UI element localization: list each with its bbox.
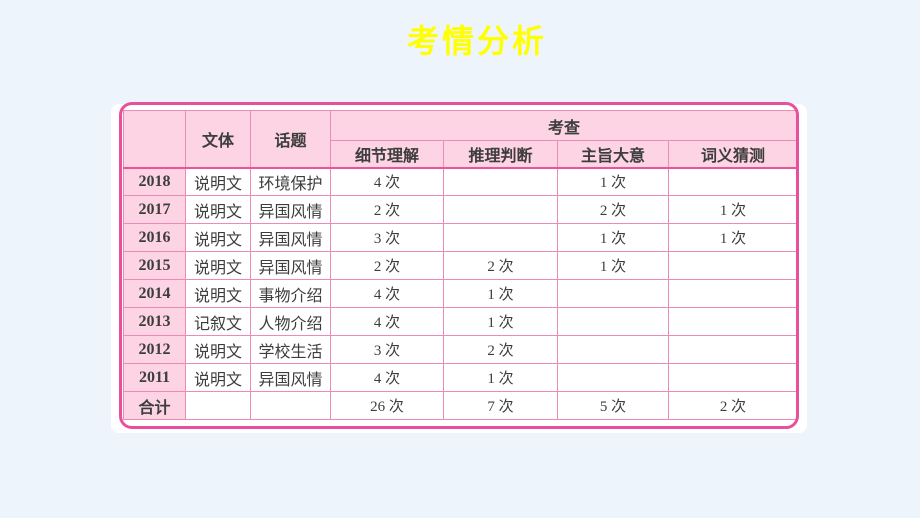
total-label-cell: 合计	[123, 391, 186, 420]
main-idea-count-cell	[557, 307, 669, 336]
inference-total-cell: 7 次	[443, 391, 558, 420]
table-row: 2018 说明文 环境保护 4 次 1 次	[123, 167, 799, 196]
vocab-count-cell	[667, 167, 799, 196]
vocab-count-cell	[667, 335, 799, 364]
header-row-sub: 细节理解 推理判断 主旨大意 词义猜测	[124, 140, 799, 168]
detail-count-cell: 2 次	[330, 251, 444, 280]
year-cell: 2017	[123, 195, 186, 224]
inference-count-cell: 2 次	[443, 251, 558, 280]
main-idea-count-cell: 1 次	[557, 223, 669, 252]
inference-count-cell	[443, 195, 558, 224]
detail-count-cell: 4 次	[330, 167, 444, 196]
vocab-count-cell	[667, 279, 799, 308]
page-title: 考情分析	[406, 23, 547, 59]
topic-cell	[250, 391, 331, 420]
topic-cell: 环境保护	[250, 167, 331, 196]
genre-cell: 说明文	[185, 279, 251, 308]
main-idea-count-cell	[557, 335, 669, 364]
topic-cell: 异国风情	[250, 195, 331, 224]
vocab-count-cell: 1 次	[667, 223, 799, 252]
year-cell: 2011	[123, 363, 186, 392]
detail-count-cell: 3 次	[330, 223, 444, 252]
header-topic: 话题	[250, 110, 331, 168]
year-cell: 2013	[123, 307, 186, 336]
genre-cell: 说明文	[185, 223, 251, 252]
inference-count-cell: 1 次	[443, 279, 558, 308]
genre-cell: 说明文	[185, 335, 251, 364]
topic-cell: 异国风情	[250, 363, 331, 392]
genre-cell: 说明文	[185, 167, 251, 196]
header-genre: 文体	[185, 110, 251, 168]
year-cell: 2012	[123, 335, 186, 364]
header-main-idea: 主旨大意	[557, 140, 669, 168]
vocab-total-cell: 2 次	[667, 391, 799, 420]
main-idea-count-cell: 1 次	[557, 251, 669, 280]
header-corner-cell	[123, 110, 186, 168]
genre-cell: 说明文	[185, 363, 251, 392]
genre-cell: 说明文	[185, 195, 251, 224]
table-row: 2015 说明文 异国风情 2 次 2 次 1 次	[123, 251, 799, 280]
table-row: 2013 记叙文 人物介绍 4 次 1 次	[123, 307, 799, 336]
detail-count-cell: 4 次	[330, 363, 444, 392]
year-cell: 2016	[123, 223, 186, 252]
detail-count-cell: 4 次	[330, 307, 444, 336]
main-idea-count-cell: 1 次	[557, 167, 669, 196]
vocab-count-cell: 1 次	[667, 195, 799, 224]
table-row: 2014 说明文 事物介绍 4 次 1 次	[123, 279, 799, 308]
year-cell: 2015	[123, 251, 186, 280]
total-row: 合计 26 次 7 次 5 次 2 次	[123, 391, 799, 420]
table-row: 2016 说明文 异国风情 3 次 1 次 1 次	[123, 223, 799, 252]
topic-cell: 学校生活	[250, 335, 331, 364]
main-idea-total-cell: 5 次	[557, 391, 669, 420]
header-vocab: 词义猜测	[667, 140, 799, 168]
main-idea-count-cell	[557, 279, 669, 308]
genre-cell: 说明文	[185, 251, 251, 280]
header-exam-group: 考查	[329, 110, 799, 141]
detail-count-cell: 4 次	[330, 279, 444, 308]
main-idea-count-cell	[557, 363, 669, 392]
inference-count-cell: 2 次	[443, 335, 558, 364]
vocab-count-cell	[667, 307, 799, 336]
table-row: 2011 说明文 异国风情 4 次 1 次	[123, 363, 799, 392]
inference-count-cell: 1 次	[443, 307, 558, 336]
topic-cell: 事物介绍	[250, 279, 331, 308]
inference-count-cell: 1 次	[443, 363, 558, 392]
inference-count-cell	[443, 223, 558, 252]
header-row-top: 文体 话题 考查	[123, 110, 799, 168]
inference-count-cell	[443, 167, 558, 196]
header-detail: 细节理解	[330, 140, 444, 168]
detail-count-cell: 3 次	[330, 335, 444, 364]
genre-cell	[185, 391, 251, 420]
year-cell: 2018	[123, 167, 186, 196]
genre-cell: 记叙文	[185, 307, 251, 336]
table-row: 2012 说明文 学校生活 3 次 2 次	[123, 335, 799, 364]
topic-cell: 人物介绍	[250, 307, 331, 336]
vocab-count-cell	[667, 363, 799, 392]
topic-cell: 异国风情	[250, 251, 331, 280]
vocab-count-cell	[667, 251, 799, 280]
exam-analysis-table: 文体 话题 考查 细节理解 推理判断 主旨大意 词义猜测 2018 说明文 环境…	[123, 110, 799, 420]
topic-cell: 异国风情	[250, 223, 331, 252]
detail-total-cell: 26 次	[330, 391, 444, 420]
main-idea-count-cell: 2 次	[557, 195, 669, 224]
detail-count-cell: 2 次	[330, 195, 444, 224]
year-cell: 2014	[123, 279, 186, 308]
table-row: 2017 说明文 异国风情 2 次 2 次 1 次	[123, 195, 799, 224]
header-inference: 推理判断	[443, 140, 558, 168]
